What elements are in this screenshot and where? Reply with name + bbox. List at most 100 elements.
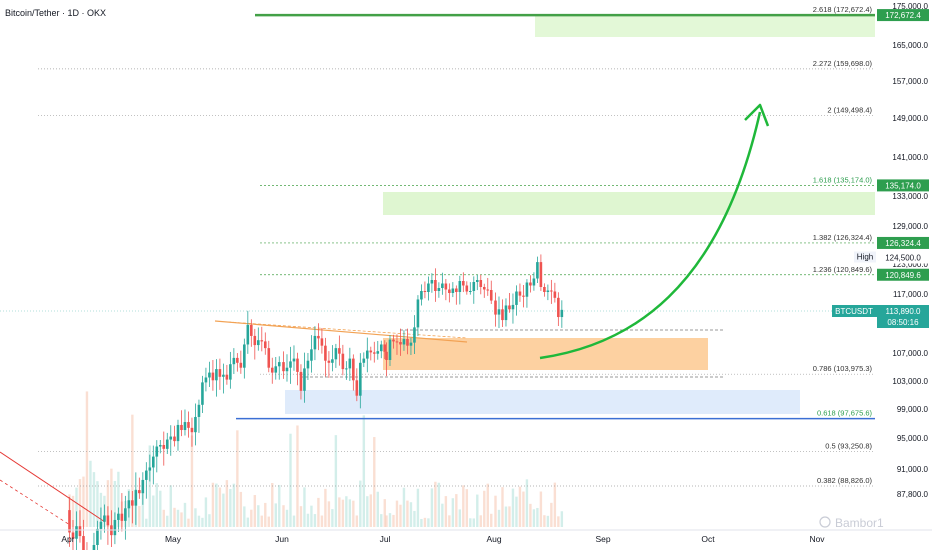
candle bbox=[141, 479, 145, 494]
price-tick-label: 87,800.0 bbox=[897, 490, 929, 499]
volume-bar bbox=[525, 479, 529, 527]
candle bbox=[539, 262, 543, 287]
volume-bar bbox=[229, 488, 232, 527]
time-tick-label: Jul bbox=[380, 534, 391, 544]
volume-bar bbox=[236, 430, 239, 527]
volume-bar bbox=[141, 491, 145, 527]
candle bbox=[152, 456, 155, 468]
candle bbox=[430, 280, 434, 284]
volume-bar bbox=[355, 515, 359, 527]
candle bbox=[218, 369, 222, 377]
candle bbox=[165, 439, 169, 449]
volume-bar bbox=[138, 506, 141, 527]
price-tick-label: 99,000.0 bbox=[897, 405, 929, 414]
candle bbox=[362, 358, 366, 363]
volume-bar bbox=[430, 488, 434, 527]
candle bbox=[355, 380, 359, 396]
arrow-head bbox=[744, 103, 770, 127]
candle bbox=[180, 424, 183, 431]
volume-bar bbox=[96, 481, 99, 527]
candle bbox=[282, 362, 285, 372]
price-tag-1382: 126,324.4 bbox=[885, 239, 921, 248]
candle bbox=[560, 309, 564, 318]
volume-bar bbox=[313, 514, 317, 527]
price-tick-label: 117,000.0 bbox=[893, 290, 929, 299]
volume-bar bbox=[155, 483, 158, 527]
candle bbox=[504, 305, 508, 321]
volume-bar bbox=[267, 516, 270, 527]
time-tick-label: May bbox=[165, 534, 182, 544]
watermark: Bambor1 bbox=[835, 516, 884, 530]
volume-bar bbox=[89, 460, 92, 527]
candle bbox=[508, 305, 511, 310]
downtrend-line-dashed bbox=[0, 479, 71, 526]
volume-bar bbox=[448, 515, 451, 527]
volume-bar bbox=[225, 480, 229, 527]
volume-bar bbox=[455, 494, 458, 527]
candle bbox=[197, 404, 201, 417]
candle bbox=[263, 341, 267, 349]
candle bbox=[458, 281, 462, 292]
candle bbox=[103, 515, 106, 522]
candle bbox=[236, 357, 239, 363]
price-tick-label: 133,000.0 bbox=[892, 192, 928, 201]
projection-arrow bbox=[539, 111, 762, 360]
volume-bar bbox=[376, 491, 379, 527]
volume-bar bbox=[406, 500, 409, 527]
time-tick-label: Oct bbox=[701, 534, 715, 544]
volume-bar bbox=[78, 479, 82, 527]
candle bbox=[176, 424, 180, 442]
price-tick-label: 103,000.0 bbox=[892, 377, 928, 386]
candle bbox=[274, 366, 278, 373]
descending-trendline bbox=[214, 320, 468, 343]
price-tick-label: 175,000.0 bbox=[892, 2, 928, 11]
volume-bar bbox=[299, 506, 303, 527]
volume-bar bbox=[292, 515, 296, 527]
volume-bar bbox=[274, 503, 277, 527]
volume-bar bbox=[324, 488, 327, 527]
candle bbox=[183, 422, 187, 431]
volume-bar bbox=[465, 489, 469, 527]
volume-bar bbox=[282, 505, 285, 527]
candle bbox=[511, 304, 515, 310]
volume-bar bbox=[348, 499, 352, 527]
candle bbox=[469, 291, 472, 292]
volume-bar bbox=[250, 509, 253, 527]
candle bbox=[379, 344, 383, 352]
volume-bar bbox=[383, 499, 386, 527]
candle bbox=[416, 299, 420, 328]
candle bbox=[158, 444, 162, 447]
volume-bar bbox=[183, 502, 187, 527]
price-tick-label: 149,000.0 bbox=[892, 114, 928, 123]
candle bbox=[451, 288, 455, 293]
price-tag-countdown-bg bbox=[877, 316, 929, 328]
candle bbox=[204, 377, 208, 383]
candle bbox=[285, 367, 289, 372]
candle bbox=[472, 282, 476, 291]
candle bbox=[299, 371, 303, 391]
volume-bar bbox=[501, 487, 504, 527]
price-tag-1382-bg bbox=[877, 236, 929, 249]
candle bbox=[303, 368, 306, 391]
volume-bar bbox=[458, 509, 462, 527]
volume-bar bbox=[152, 495, 155, 527]
price-tick-label: 107,000.0 bbox=[892, 349, 928, 358]
high-tag-bg bbox=[854, 251, 876, 263]
candle bbox=[169, 436, 173, 440]
candle bbox=[215, 369, 218, 381]
volume-bar bbox=[441, 503, 444, 527]
fib-label-1-236: 1.236 (120,849.6) bbox=[813, 265, 873, 274]
volume-bar bbox=[546, 515, 550, 527]
candle bbox=[260, 340, 264, 342]
volume-bar bbox=[162, 509, 165, 527]
volume-bar bbox=[180, 512, 183, 527]
candle bbox=[479, 280, 483, 287]
volume-bar bbox=[338, 497, 341, 527]
volume-bar bbox=[420, 518, 423, 527]
volume-bar bbox=[416, 488, 420, 527]
candle bbox=[289, 361, 292, 368]
volume-bar bbox=[243, 506, 246, 527]
volume-bar bbox=[106, 480, 110, 527]
volume-bar bbox=[320, 515, 324, 527]
